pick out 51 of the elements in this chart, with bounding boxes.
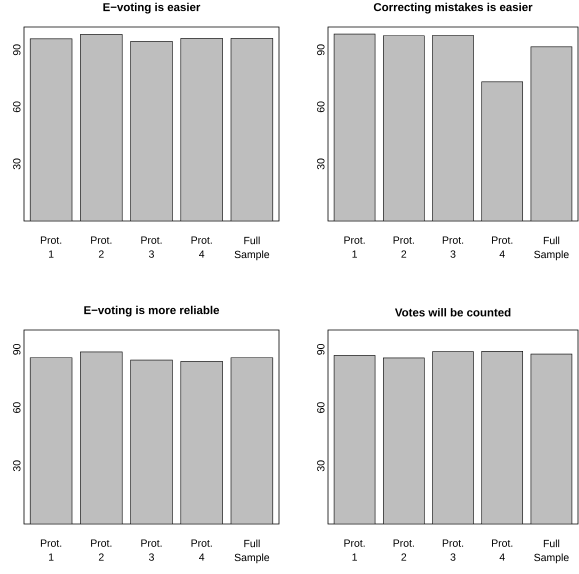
x-tick-label: Prot. 4 [492, 540, 512, 561]
y-tick-label: 90 [13, 344, 20, 355]
y-tick-label: 30 [317, 158, 324, 170]
x-tick-label: Prot. 1 [40, 540, 62, 561]
y-tick-label: 60 [317, 402, 324, 413]
bar [432, 352, 474, 524]
y-tick-label: 30 [13, 460, 20, 472]
chart-title: E−voting is easier [103, 2, 200, 14]
bar [432, 35, 474, 221]
y-tick-label: 60 [317, 101, 324, 112]
x-tick-label: Prot. 2 [91, 236, 112, 258]
bar [530, 354, 572, 524]
x-tick-label: Prot. 2 [394, 236, 414, 258]
x-tick-label: Full Sample [534, 540, 569, 564]
y-tick-label: 30 [13, 158, 20, 170]
bar [334, 355, 376, 524]
bar [30, 38, 72, 221]
x-tick-label: Prot. 1 [344, 236, 365, 258]
bar [334, 34, 376, 221]
chart-title: E−voting is more reliable [84, 306, 220, 316]
y-tick-label: 60 [13, 402, 20, 413]
x-tick-label: Prot. 1 [344, 540, 365, 561]
bar [383, 36, 424, 221]
y-tick-label: 30 [317, 460, 324, 472]
x-tick-label: Prot. 3 [442, 236, 464, 258]
x-tick-label: Prot. 3 [442, 540, 464, 561]
y-tick-label: 60 [13, 101, 20, 112]
bar [130, 41, 172, 221]
chart-title: Correcting mistakes is easier [374, 2, 532, 14]
x-tick-label: Prot. 4 [192, 236, 212, 258]
bar [482, 82, 523, 221]
x-tick-label: Prot. 2 [394, 540, 414, 561]
x-tick-label: Prot. 1 [40, 236, 62, 258]
x-tick-label: Prot. 3 [141, 236, 162, 258]
y-tick-label: 90 [317, 344, 324, 355]
bar [530, 46, 572, 221]
bar [482, 351, 523, 524]
x-tick-label: Full Sample [534, 236, 569, 260]
x-tick-label: Full Sample [234, 540, 270, 564]
bar [80, 34, 122, 221]
x-tick-label: Prot. 3 [141, 540, 162, 561]
y-tick-label: 90 [317, 44, 324, 56]
x-tick-label: Prot. 4 [192, 540, 212, 561]
x-tick-label: Prot. 4 [492, 236, 512, 258]
y-tick-label: 90 [13, 44, 20, 56]
x-tick-label: Prot. 2 [91, 540, 112, 561]
bar [180, 38, 223, 221]
chart-title: Votes will be counted [394, 308, 510, 316]
bar [230, 38, 274, 221]
bar [383, 358, 424, 524]
x-tick-label: Full Sample [234, 236, 270, 260]
